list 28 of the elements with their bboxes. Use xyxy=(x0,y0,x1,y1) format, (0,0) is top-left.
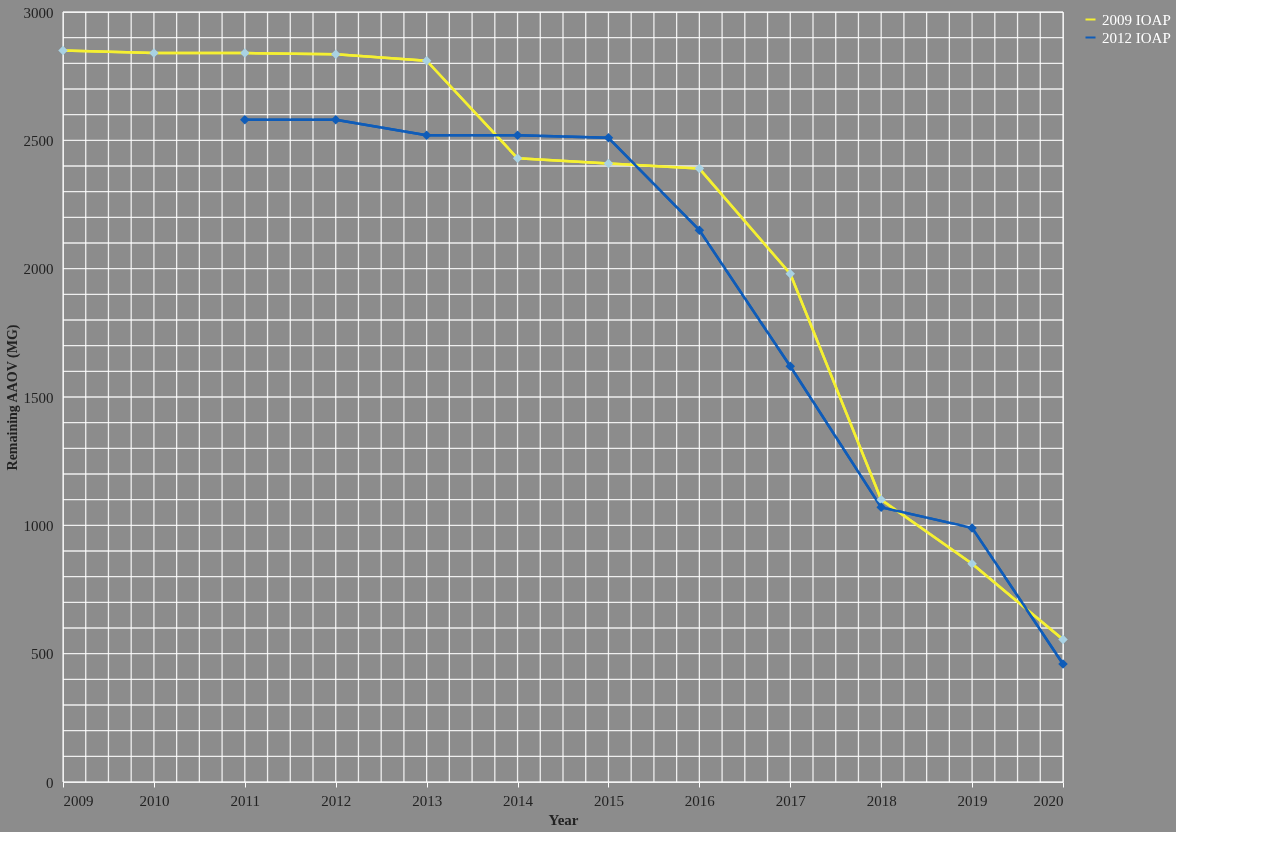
x-tick-label: 2018 xyxy=(866,792,897,809)
y-tick-label: 3000 xyxy=(23,4,54,21)
y-tick-label: 500 xyxy=(31,646,54,663)
x-axis-title: Year xyxy=(548,811,579,828)
y-tick-label: 2000 xyxy=(23,261,54,278)
x-tick-label: 2012 xyxy=(321,792,352,809)
legend-label: 2009 IOAP xyxy=(1102,11,1171,28)
x-tick-label: 2009 xyxy=(63,792,94,809)
point xyxy=(785,361,796,371)
x-tick-label: 2015 xyxy=(593,792,624,809)
x-tick-label: 2019 xyxy=(957,792,988,809)
x-tick-label: 2011 xyxy=(230,792,261,809)
legend-label: 2012 IOAP xyxy=(1102,29,1171,46)
x-tick-label: 2017 xyxy=(775,792,807,809)
x-tick-label: 2016 xyxy=(684,792,716,809)
point xyxy=(421,130,432,140)
y-tick-label: 0 xyxy=(46,774,54,791)
y-tick-label: 2500 xyxy=(23,132,54,149)
y-tick-label: 1500 xyxy=(23,389,54,406)
x-tick-label: 2014 xyxy=(503,792,534,809)
point xyxy=(694,225,705,235)
x-tick-label: 2020 xyxy=(1033,792,1064,809)
x-tick-label: 2013 xyxy=(412,792,443,809)
point xyxy=(240,115,250,125)
x-tick-label: 2010 xyxy=(139,792,170,809)
y-axis-title: Remaining AAOV (MG) xyxy=(4,324,21,471)
y-tick-label: 1000 xyxy=(23,517,54,534)
point xyxy=(876,502,886,513)
